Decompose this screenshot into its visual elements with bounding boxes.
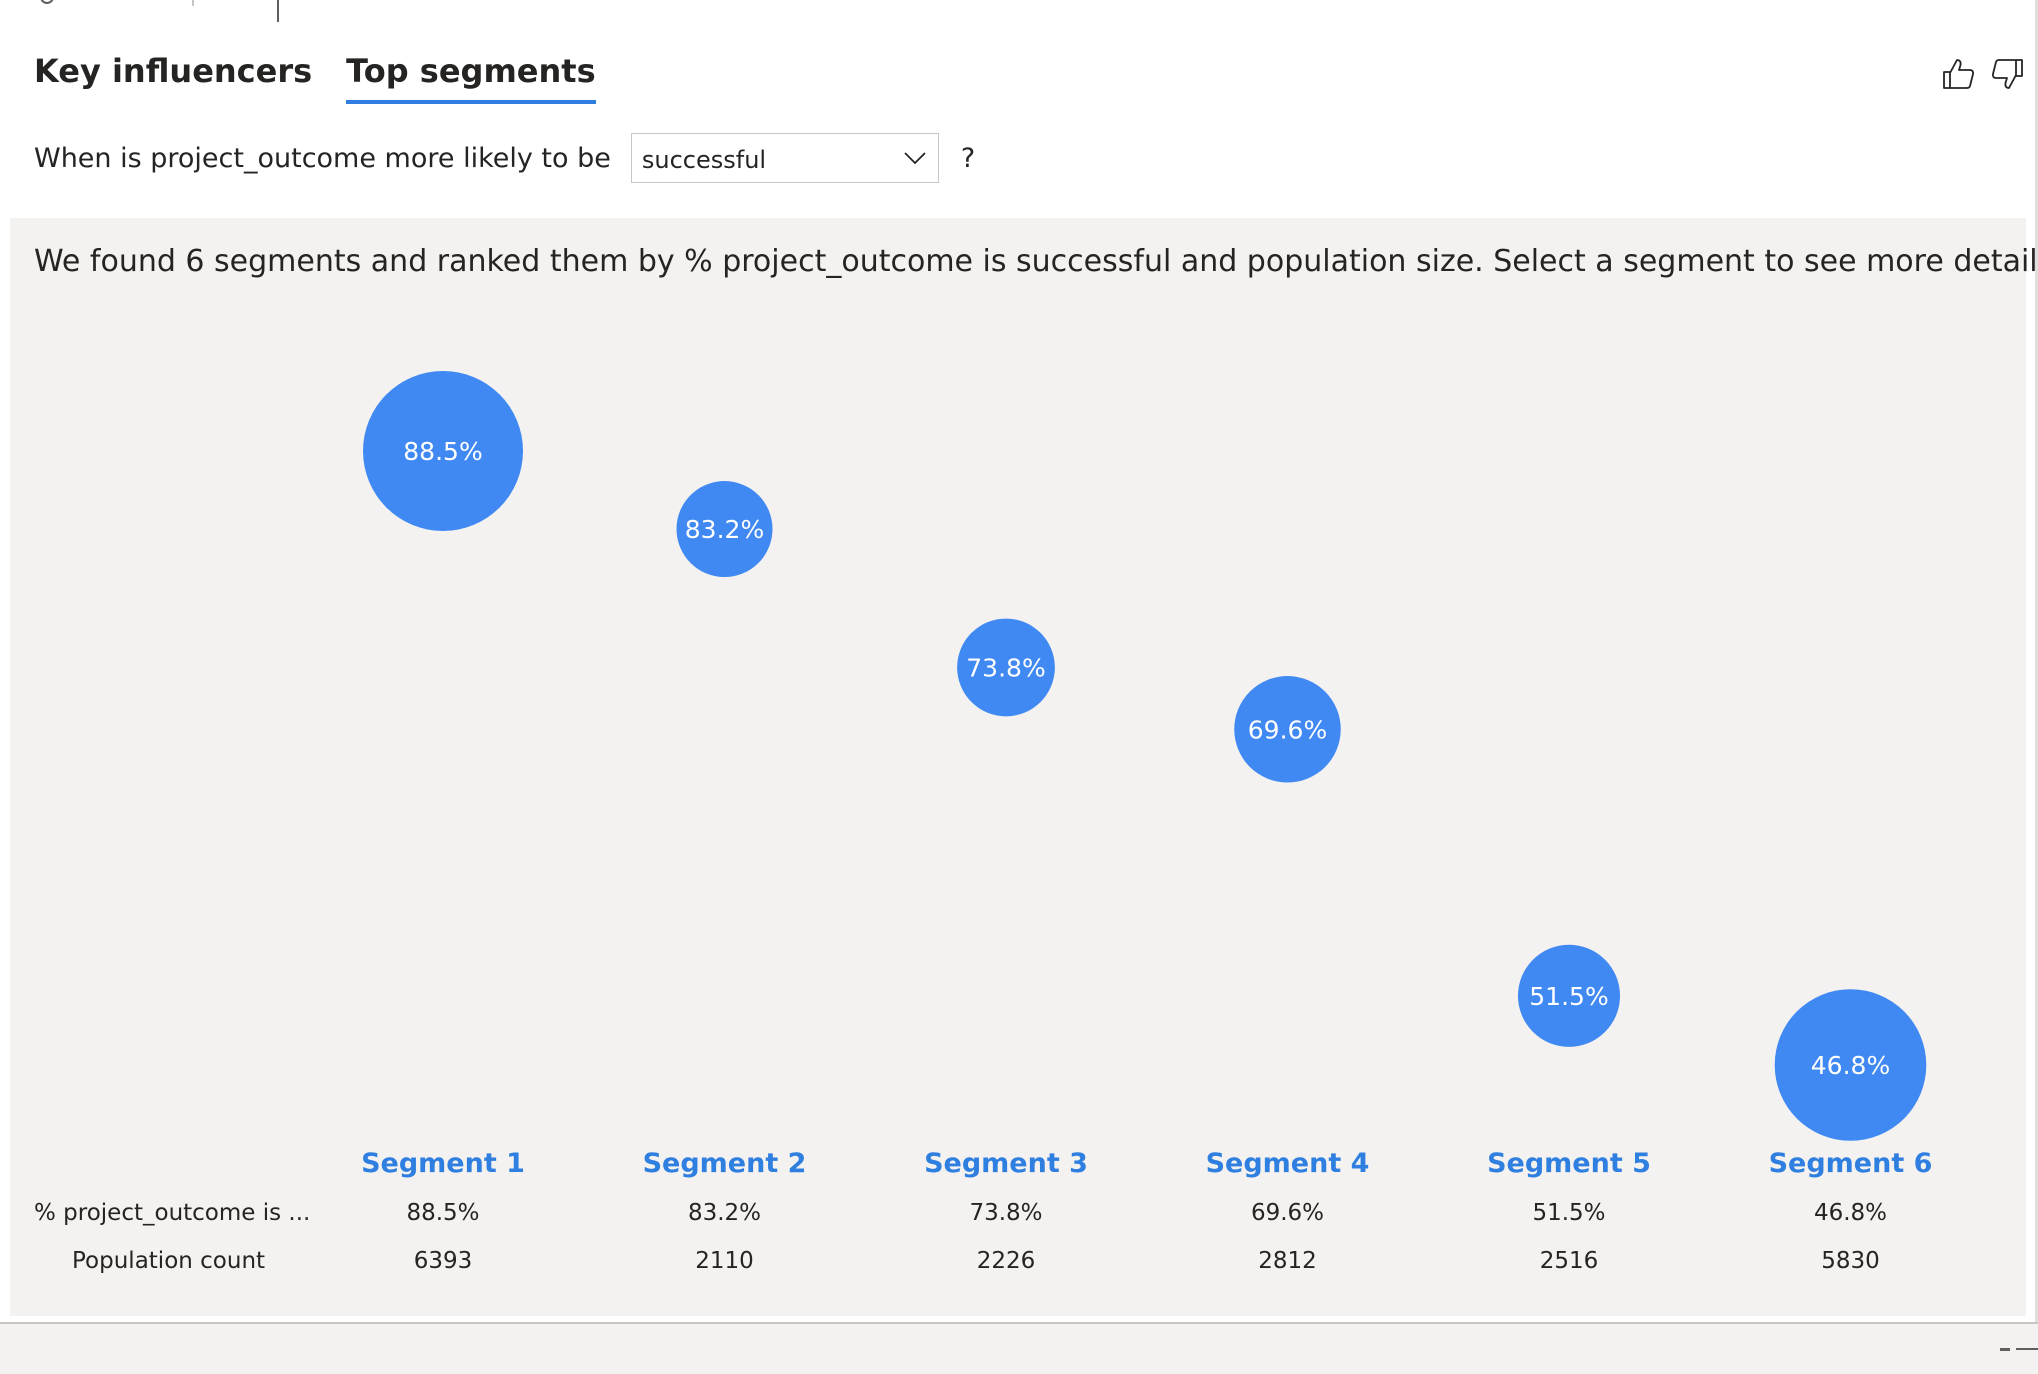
toolbar-separator	[192, 0, 194, 6]
segments-bubble-chart: 88.5% 83.2% 73.8% 69.6% 51.5% 46.8%	[363, 371, 1927, 1141]
resize-handle[interactable]	[2016, 1348, 2038, 1350]
segment-population-cell-1: 6393	[413, 1248, 473, 1274]
segment-percent-cell-1: 88.5%	[406, 1200, 480, 1226]
row-label-population: Population count	[72, 1248, 266, 1274]
segment-percent-cell-4: 69.6%	[1250, 1200, 1325, 1226]
row-label-percent: % project_outcome is ...	[34, 1200, 311, 1226]
thumbs-down-icon[interactable]	[1990, 56, 2026, 92]
outcome-dropdown[interactable]: successful	[630, 133, 939, 183]
segment-percent-cell-6: 46.8%	[1813, 1200, 1888, 1226]
question-prefix: When is project_outcome more likely to b…	[34, 142, 611, 174]
toolbar-divider	[277, 0, 279, 22]
segment-population-cell-2: 2110	[695, 1248, 754, 1274]
question-row: When is project_outcome more likely to b…	[34, 132, 975, 184]
segment-name-1[interactable]: Segment 1	[361, 1148, 525, 1179]
segment-bubble-label-2: 83.2%	[685, 515, 764, 544]
segment-percent-cell-2: 83.2%	[687, 1200, 762, 1226]
chevron-down-icon	[904, 152, 926, 165]
segment-bubble-label-1: 88.5%	[403, 437, 482, 466]
tab-key-influencers[interactable]: Key influencers	[34, 52, 313, 90]
tab-bar: Key influencers Top segments	[34, 52, 596, 104]
segment-name-4[interactable]: Segment 4	[1205, 1148, 1370, 1179]
segment-bubble-label-5: 51.5%	[1529, 982, 1608, 1011]
segment-bubble-6[interactable]	[1774, 989, 1927, 1141]
search-icon[interactable]	[40, 0, 54, 4]
segment-percent-cell-5: 51.5%	[1532, 1200, 1606, 1226]
segment-bubble-label-4: 69.6%	[1248, 715, 1327, 744]
dropdown-selected-value: successful	[641, 146, 767, 174]
segment-name-6[interactable]: Segment 6	[1768, 1148, 1933, 1179]
feedback-buttons	[1940, 56, 2026, 92]
segment-bubble-2[interactable]	[676, 481, 773, 578]
segment-bubble-label-6: 46.8%	[1811, 1051, 1890, 1080]
segment-name-5[interactable]: Segment 5	[1487, 1148, 1651, 1179]
segment-bubble-5[interactable]	[1517, 944, 1621, 1047]
minimize-icon[interactable]	[2000, 1348, 2010, 1351]
segment-population-cell-5: 2516	[1539, 1248, 1599, 1274]
bottom-bar	[0, 1322, 2038, 1374]
segment-bubble-3[interactable]	[957, 618, 1055, 717]
segment-name-3[interactable]: Segment 3	[924, 1148, 1088, 1179]
segment-population-cell-6: 5830	[1821, 1248, 1880, 1274]
question-mark: ?	[960, 142, 976, 174]
segment-bubble-4[interactable]	[1234, 676, 1341, 783]
segments-panel: We found 6 segments and ranked them by %…	[10, 218, 2038, 1316]
segment-population-cell-4: 2812	[1258, 1248, 1317, 1274]
segment-percent-cell-3: 73.8%	[969, 1200, 1043, 1226]
segment-bubble-label-3: 73.8%	[966, 653, 1045, 682]
segments-summary: We found 6 segments and ranked them by %…	[34, 244, 2038, 279]
top-toolbar-remnant	[0, 0, 2038, 24]
segment-name-2[interactable]: Segment 2	[642, 1148, 807, 1179]
segment-population-cell-3: 2226	[976, 1248, 1036, 1274]
segment-bubble-1[interactable]	[363, 371, 523, 531]
scrollbar-edge	[2035, 0, 2038, 1322]
thumbs-up-icon[interactable]	[1940, 56, 1976, 92]
tab-top-segments[interactable]: Top segments	[346, 52, 596, 104]
